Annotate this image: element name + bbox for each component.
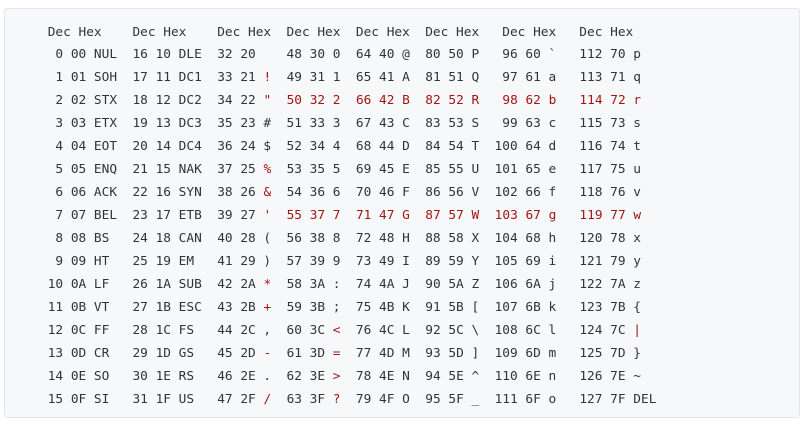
row-text xyxy=(341,93,356,108)
table-row: 1 01 SOH 17 11 DC1 33 21 ! 49 31 1 65 41… xyxy=(40,69,641,87)
highlighted-cell: 55 37 7 xyxy=(286,208,341,223)
row-text: 8 08 BS 24 18 CAN 40 28 ( 56 38 8 72 48 … xyxy=(40,231,641,246)
table-row: 13 0D CR 29 1D GS 45 2D - 61 3D = 77 4D … xyxy=(40,345,641,363)
highlighted-cell: & xyxy=(263,185,272,200)
row-text: 3 03 ETX 19 13 DC3 35 23 # 51 33 3 67 43… xyxy=(40,116,641,131)
table-row: 4 04 EOT 20 14 DC4 36 24 $ 52 34 4 68 44… xyxy=(40,138,641,156)
highlighted-cell: % xyxy=(263,162,272,177)
row-text: 14 0E SO 30 1E RS 46 2E . 62 3E xyxy=(40,369,333,384)
row-text: 59 3B ; 75 4B K 91 5B [ 107 6B k 123 7B … xyxy=(271,300,641,315)
row-text: 79 4F O 95 5F _ 111 6F o 127 7F DEL xyxy=(340,392,657,407)
highlighted-cell: 103 67 g xyxy=(494,208,557,223)
row-text: 12 0C FF 28 1C FS 44 2C , 60 3C xyxy=(40,323,333,338)
row-text: 54 36 6 70 46 F 86 56 V 102 66 f 118 76 … xyxy=(271,185,641,200)
table-row: 2 02 STX 18 12 DC2 34 22 " 50 32 2 66 42… xyxy=(40,92,641,110)
row-text xyxy=(556,93,579,108)
table-row: 5 05 ENQ 21 15 NAK 37 25 % 53 35 5 69 45… xyxy=(40,161,641,179)
row-text xyxy=(341,208,356,223)
row-text: 1 01 SOH 17 11 DC1 33 21 xyxy=(40,70,264,85)
highlighted-cell: / xyxy=(263,392,272,407)
highlighted-cell: + xyxy=(263,300,272,315)
row-text xyxy=(479,93,502,108)
highlighted-cell: = xyxy=(332,346,341,361)
table-row: 8 08 BS 24 18 CAN 40 28 ( 56 38 8 72 48 … xyxy=(40,230,641,248)
row-text: 58 3A : 74 4A J 90 5A Z 106 6A j 122 7A … xyxy=(271,277,641,292)
row-text xyxy=(271,93,286,108)
row-text: 76 4C L 92 5C \ 108 6C l 124 7C xyxy=(340,323,634,338)
row-text: 77 4D M 93 5D ] 109 6D m 125 7D } xyxy=(340,346,641,361)
highlighted-cell: 119 77 w xyxy=(579,208,642,223)
highlighted-cell: 66 42 B xyxy=(355,93,410,108)
table-row: 15 0F SI 31 1F US 47 2F / 63 3F ? 79 4F … xyxy=(40,391,657,409)
row-text xyxy=(556,208,579,223)
highlighted-cell: 98 62 b xyxy=(502,93,557,108)
row-text: 4 04 EOT 20 14 DC4 36 24 $ 52 34 4 68 44… xyxy=(40,139,641,154)
row-text: 63 3F xyxy=(271,392,333,407)
row-text: 0 00 NUL 16 10 DLE 32 20 48 30 0 64 40 @… xyxy=(40,47,641,62)
table-row: 0 00 NUL 16 10 DLE 32 20 48 30 0 64 40 @… xyxy=(40,46,641,64)
table-row: 11 0B VT 27 1B ESC 43 2B + 59 3B ; 75 4B… xyxy=(40,299,641,317)
row-text: 7 07 BEL 23 17 ETB 39 27 xyxy=(40,208,264,223)
highlighted-cell: " xyxy=(263,93,272,108)
table-row: 6 06 ACK 22 16 SYN 38 26 & 54 36 6 70 46… xyxy=(40,184,641,202)
highlighted-cell: 50 32 2 xyxy=(286,93,341,108)
table-row: 10 0A LF 26 1A SUB 42 2A * 58 3A : 74 4A… xyxy=(40,276,641,294)
row-text: 13 0D CR 29 1D GS 45 2D xyxy=(40,346,264,361)
code-block: Dec Hex Dec Hex Dec Hex Dec Hex Dec Hex … xyxy=(4,8,800,418)
row-text: 2 02 STX 18 12 DC2 34 22 xyxy=(40,93,264,108)
row-text xyxy=(410,93,425,108)
highlighted-cell: - xyxy=(263,346,272,361)
highlighted-cell: ? xyxy=(332,392,341,407)
row-text: 53 35 5 69 45 E 85 55 U 101 65 e 117 75 … xyxy=(271,162,641,177)
table-header: Dec Hex Dec Hex Dec Hex Dec Hex Dec Hex … xyxy=(40,25,634,40)
highlighted-cell: > xyxy=(332,369,341,384)
highlighted-cell: 71 47 G xyxy=(355,208,410,223)
highlighted-cell: 82 52 R xyxy=(425,93,480,108)
row-text: 15 0F SI 31 1F US 47 2F xyxy=(40,392,264,407)
highlighted-cell: 87 57 W xyxy=(425,208,480,223)
table-row: 12 0C FF 28 1C FS 44 2C , 60 3C < 76 4C … xyxy=(40,322,641,340)
row-text: 9 09 HT 25 19 EM 41 29 ) 57 39 9 73 49 I… xyxy=(40,254,641,269)
row-text xyxy=(410,208,425,223)
row-text xyxy=(271,208,286,223)
table-row: 9 09 HT 25 19 EM 41 29 ) 57 39 9 73 49 I… xyxy=(40,253,641,271)
table-row: 7 07 BEL 23 17 ETB 39 27 ' 55 37 7 71 47… xyxy=(40,207,641,225)
table-row: 14 0E SO 30 1E RS 46 2E . 62 3E > 78 4E … xyxy=(40,368,641,386)
row-text: 10 0A LF 26 1A SUB 42 2A xyxy=(40,277,264,292)
highlighted-cell: ! xyxy=(263,70,272,85)
highlighted-cell: 114 72 r xyxy=(579,93,642,108)
highlighted-cell: * xyxy=(263,277,272,292)
highlighted-cell: ' xyxy=(263,208,272,223)
row-text: 6 06 ACK 22 16 SYN 38 26 xyxy=(40,185,264,200)
highlighted-cell: | xyxy=(633,323,641,338)
row-text: 78 4E N 94 5E ^ 110 6E n 126 7E ~ xyxy=(340,369,641,384)
table-row: 3 03 ETX 19 13 DC3 35 23 # 51 33 3 67 43… xyxy=(40,115,641,133)
row-text xyxy=(479,208,494,223)
row-text: 11 0B VT 27 1B ESC 43 2B xyxy=(40,300,264,315)
highlighted-cell: < xyxy=(332,323,341,338)
row-text: 61 3D xyxy=(271,346,333,361)
row-text: 49 31 1 65 41 A 81 51 Q 97 61 a 113 71 q xyxy=(271,70,641,85)
row-text: 5 05 ENQ 21 15 NAK 37 25 xyxy=(40,162,264,177)
